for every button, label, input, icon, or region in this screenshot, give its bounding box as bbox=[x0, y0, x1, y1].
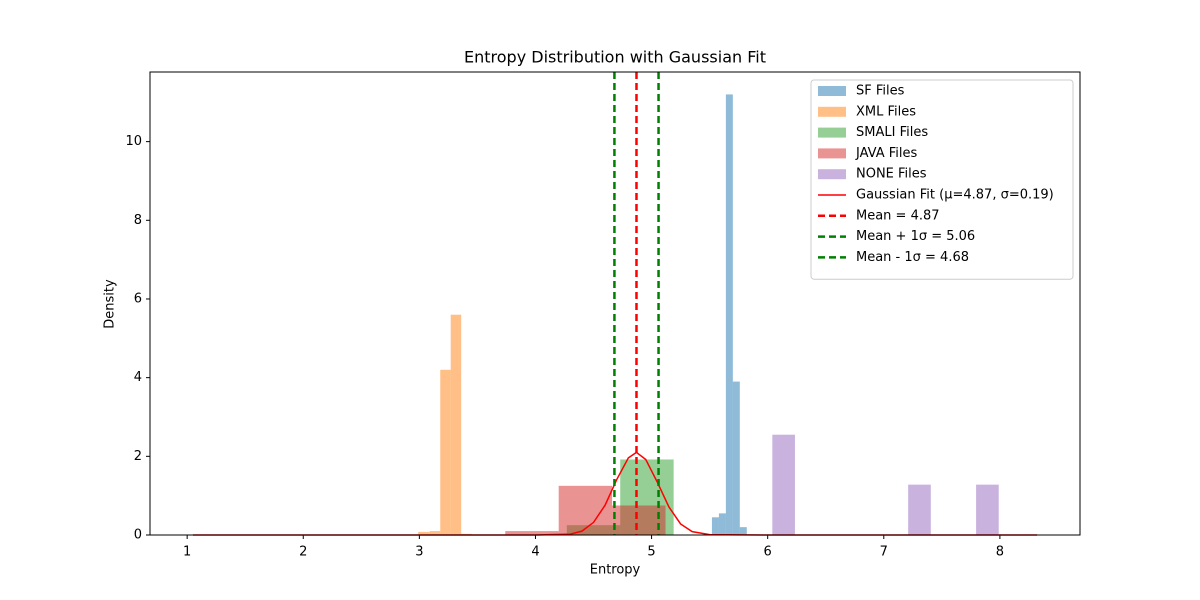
x-tick-label: 6 bbox=[764, 545, 772, 560]
y-tick-label: 0 bbox=[134, 528, 142, 543]
y-axis-label: Density bbox=[103, 279, 118, 329]
histogram-bar bbox=[429, 531, 441, 535]
histogram-bar bbox=[418, 531, 430, 535]
histogram-bar bbox=[772, 434, 795, 535]
legend-label: SF Files bbox=[856, 84, 905, 99]
y-tick-label: 4 bbox=[134, 370, 142, 385]
legend-swatch bbox=[818, 148, 846, 159]
histogram-bar bbox=[440, 369, 451, 535]
legend-label: Mean + 1σ = 5.06 bbox=[856, 229, 975, 244]
legend-label: Mean = 4.87 bbox=[856, 208, 940, 223]
legend-swatch bbox=[818, 127, 846, 138]
x-tick-label: 5 bbox=[647, 545, 655, 560]
histogram-bar bbox=[450, 314, 462, 535]
chart-title: Entropy Distribution with Gaussian Fit bbox=[464, 48, 766, 67]
y-tick-label: 6 bbox=[134, 291, 142, 306]
legend-label: NONE Files bbox=[856, 167, 927, 182]
histogram-bar bbox=[976, 484, 999, 535]
legend-swatch bbox=[818, 169, 846, 180]
x-axis-label: Entropy bbox=[590, 563, 641, 578]
legend-label: Gaussian Fit (μ=4.87, σ=0.19) bbox=[856, 188, 1054, 203]
x-tick-label: 4 bbox=[531, 545, 539, 560]
legend-swatch bbox=[818, 86, 846, 96]
x-tick-label: 1 bbox=[183, 545, 191, 560]
x-tick-label: 8 bbox=[996, 545, 1004, 560]
histogram-bar bbox=[612, 505, 666, 535]
histogram-bar bbox=[505, 531, 559, 535]
legend-box bbox=[810, 79, 1074, 280]
y-tick-label: 8 bbox=[134, 213, 142, 228]
histogram-bar bbox=[558, 485, 613, 535]
x-tick-label: 2 bbox=[299, 545, 307, 560]
legend-label: Mean - 1σ = 4.68 bbox=[856, 250, 969, 265]
legend-swatch bbox=[818, 106, 846, 117]
x-tick-label: 7 bbox=[880, 545, 888, 560]
histogram-bar bbox=[739, 527, 747, 535]
plot-frame bbox=[149, 71, 1081, 536]
histogram-bar bbox=[908, 484, 931, 535]
legend-label: SMALI Files bbox=[856, 125, 928, 140]
histogram-bar bbox=[718, 513, 726, 535]
x-tick-label: 3 bbox=[415, 545, 423, 560]
histogram-bar bbox=[711, 517, 719, 535]
legend-label: XML Files bbox=[856, 104, 916, 119]
y-tick-label: 2 bbox=[134, 449, 142, 464]
histogram-bar bbox=[732, 381, 740, 535]
y-tick-label: 10 bbox=[125, 134, 142, 149]
legend-label: JAVA Files bbox=[855, 146, 918, 161]
histogram-bar bbox=[725, 94, 733, 536]
